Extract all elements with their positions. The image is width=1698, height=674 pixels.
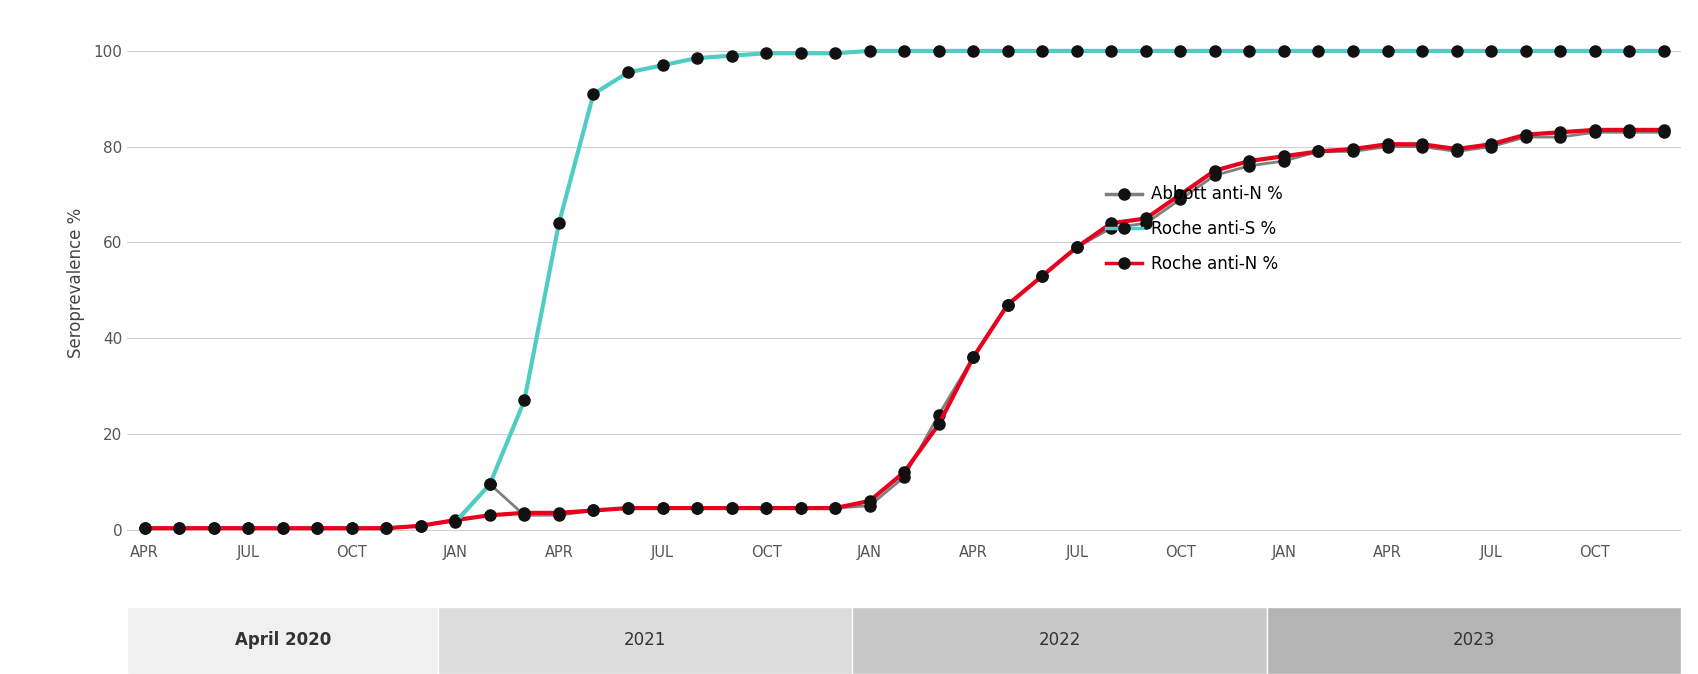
Legend: Abbott anti-N %, Roche anti-S %, Roche anti-N %: Abbott anti-N %, Roche anti-S %, Roche a… xyxy=(1099,179,1289,280)
Bar xyxy=(438,607,852,674)
Bar xyxy=(1267,607,1681,674)
Bar xyxy=(852,607,1267,674)
Bar xyxy=(127,607,438,674)
Y-axis label: Seroprevalence %: Seroprevalence % xyxy=(68,208,85,358)
Text: April 2020: April 2020 xyxy=(234,632,331,649)
Text: 2023: 2023 xyxy=(1453,632,1494,649)
Text: 2021: 2021 xyxy=(625,632,666,649)
Text: 2022: 2022 xyxy=(1039,632,1080,649)
